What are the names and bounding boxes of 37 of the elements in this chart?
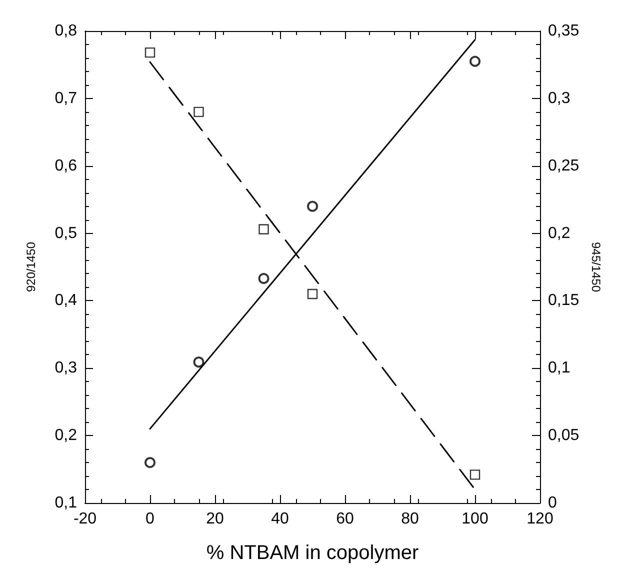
x-tick-label: 20 xyxy=(206,510,224,528)
point xyxy=(194,106,204,118)
y2-tick-label: 0,2 xyxy=(548,224,570,242)
point xyxy=(193,356,204,368)
y-tick-label: 0,6 xyxy=(54,157,78,174)
y2-tick-label: 0,35 xyxy=(548,22,580,40)
point xyxy=(144,457,156,468)
y2-tick-label: 0,05 xyxy=(548,427,580,444)
y-tick-label: 0,8 xyxy=(54,22,78,40)
y-tick-label: 0,5 xyxy=(54,224,78,242)
x-tick-label: 40 xyxy=(271,510,289,528)
y-tick-label: 0,1 xyxy=(54,494,78,512)
y-axis-title: 920/1450 xyxy=(24,242,38,292)
x-tick-label: 100 xyxy=(462,510,488,528)
point xyxy=(144,47,156,58)
y2-tick-label: 0,25 xyxy=(548,157,580,174)
x-tick-label: 60 xyxy=(336,510,354,528)
x-tick-label: 120 xyxy=(526,510,554,528)
y-tick-label: 0,2 xyxy=(54,427,78,444)
y2-tick-label: 0 xyxy=(548,494,557,512)
point xyxy=(258,272,270,284)
y-tick-label: 0,3 xyxy=(54,360,78,377)
y2-axis-title: 945/1450 xyxy=(589,242,604,292)
point xyxy=(470,470,480,480)
x-tick-label: 0 xyxy=(146,510,155,528)
y2-tick-label: 0,1 xyxy=(548,360,570,377)
point xyxy=(307,200,318,212)
y2-tick-label: 0,3 xyxy=(548,90,570,107)
y-tick-label: 0,7 xyxy=(54,90,78,107)
y-tick-label: 0,4 xyxy=(54,292,78,310)
point xyxy=(470,56,480,67)
x-axis-title: % NTBAM in copolymer xyxy=(206,542,419,564)
y2-tick-label: 0,15 xyxy=(548,292,580,310)
point xyxy=(258,224,269,234)
point xyxy=(307,288,318,300)
x-tick-label: 80 xyxy=(401,510,419,528)
x-tick-label: -20 xyxy=(73,510,97,528)
